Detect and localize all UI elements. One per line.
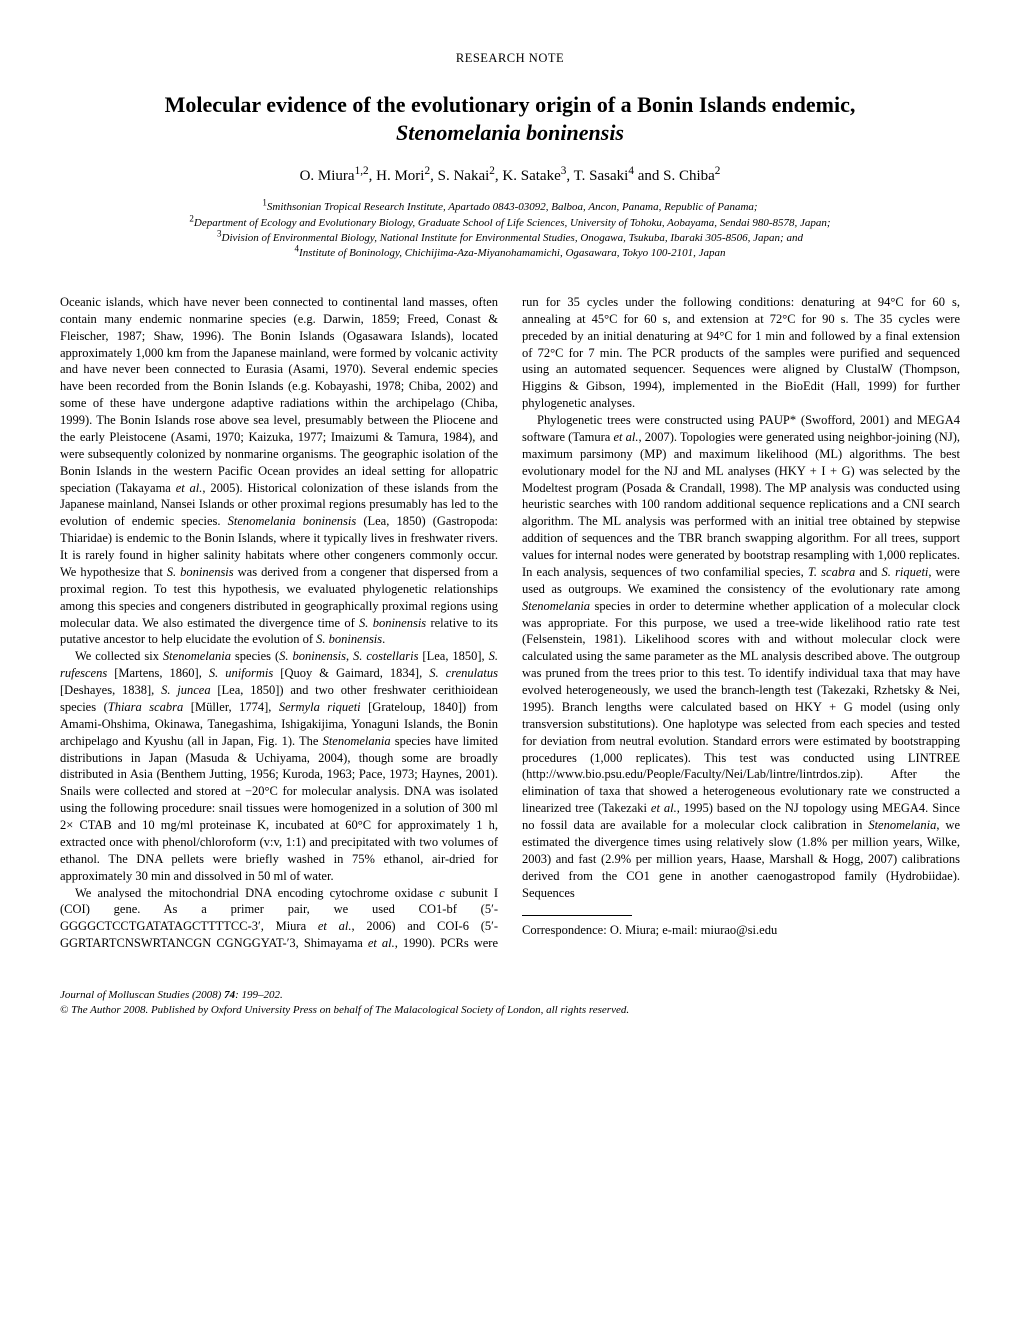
page-footer: Journal of Molluscan Studies (2008) 74: … bbox=[60, 988, 960, 1018]
correspondence-separator bbox=[522, 915, 632, 916]
title-prefix: Molecular evidence of the evolutionary o… bbox=[165, 92, 856, 117]
correspondence-line: Correspondence: O. Miura; e-mail: miurao… bbox=[522, 922, 960, 939]
article-title: Molecular evidence of the evolutionary o… bbox=[140, 91, 880, 148]
body-columns: Oceanic islands, which have never been c… bbox=[60, 294, 960, 952]
body-paragraph: We collected six Stenomelania species (S… bbox=[60, 648, 498, 884]
body-paragraph: Oceanic islands, which have never been c… bbox=[60, 294, 498, 648]
section-label: RESEARCH NOTE bbox=[60, 50, 960, 67]
author-list: O. Miura1,2, H. Mori2, S. Nakai2, K. Sat… bbox=[60, 166, 960, 186]
footer-journal-line: Journal of Molluscan Studies (2008) 74: … bbox=[60, 988, 960, 1003]
affiliations-block: 1Smithsonian Tropical Research Institute… bbox=[120, 200, 900, 262]
title-species-name: Stenomelania boninensis bbox=[396, 120, 624, 145]
footer-copyright-line: © The Author 2008. Published by Oxford U… bbox=[60, 1003, 960, 1018]
body-paragraph: Phylogenetic trees were constructed usin… bbox=[522, 412, 960, 901]
